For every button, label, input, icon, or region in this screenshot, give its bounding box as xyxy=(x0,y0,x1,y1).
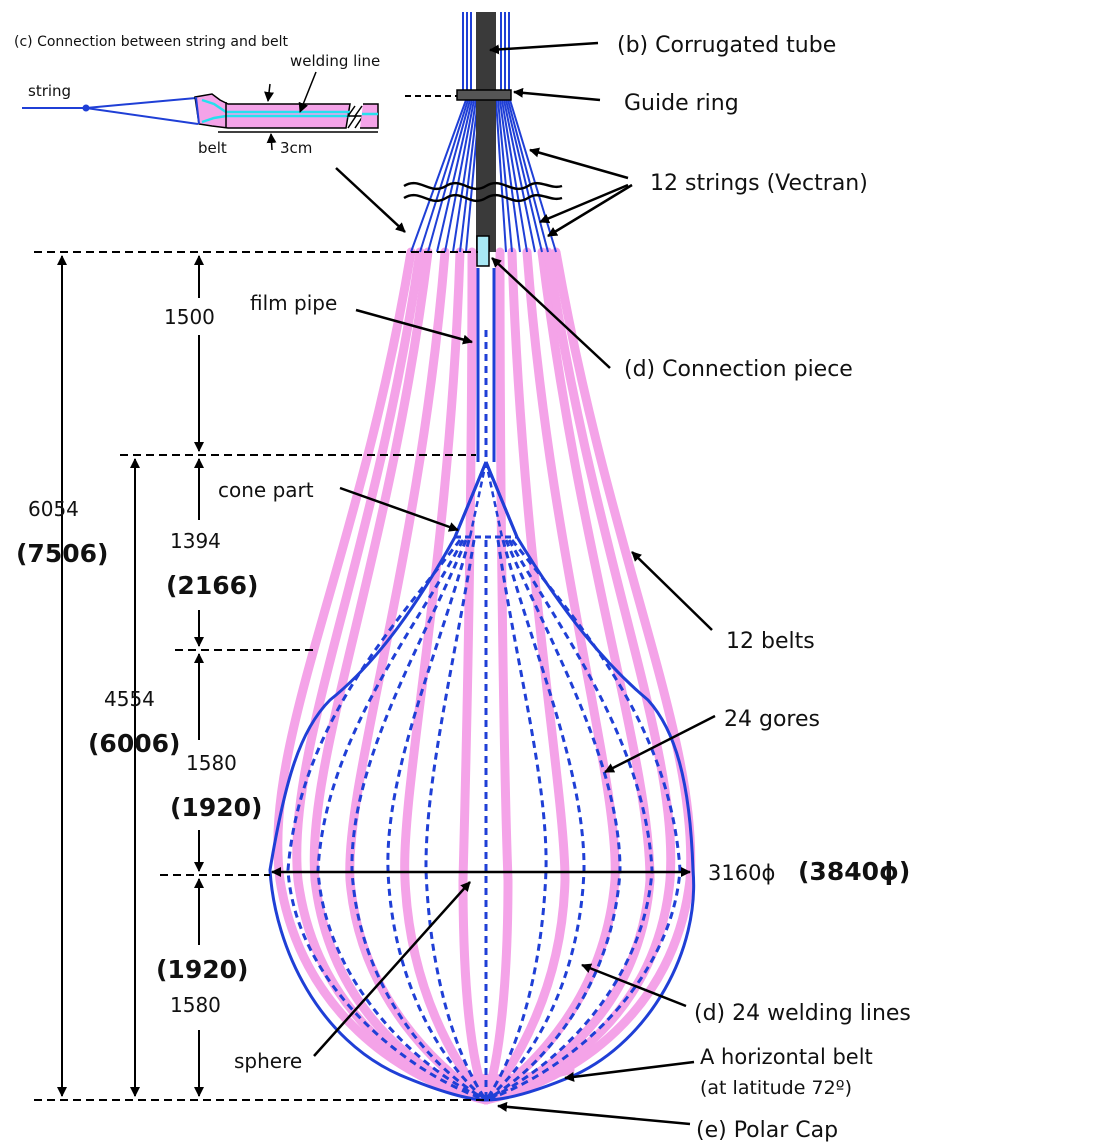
horizontal-belt xyxy=(410,1063,575,1084)
gores-label: 24 gores xyxy=(724,707,820,732)
belt xyxy=(400,247,491,1105)
film-pipe-label: film pipe xyxy=(250,291,337,315)
dim-cone-big: (2166) xyxy=(166,571,258,600)
dim-upper: 1580 xyxy=(186,751,237,775)
inset-title: (c) Connection between string and belt xyxy=(14,34,289,50)
dim-total: 6054 xyxy=(28,497,79,521)
dimension-lines xyxy=(34,251,691,1101)
belt xyxy=(458,247,491,1105)
diameter-label: 3160ϕ xyxy=(708,861,775,885)
guide-ring-label: Guide ring xyxy=(624,91,739,116)
diameter-big-label: (3840ϕ) xyxy=(798,857,910,886)
callout-arrows xyxy=(313,41,716,1126)
belt xyxy=(481,247,620,1105)
dim-lower-big: (1920) xyxy=(156,955,248,984)
belt xyxy=(273,247,491,1105)
inset-welding-line-label: welding line xyxy=(290,52,380,70)
horizontal-belt-latitude-label: (at latitude 72º) xyxy=(700,1077,852,1099)
inset-width-label: 3cm xyxy=(280,139,312,157)
welding-line xyxy=(484,539,548,1101)
belt xyxy=(481,247,676,1105)
connection-piece-label: (d) Connection piece xyxy=(624,357,853,382)
belt xyxy=(481,247,570,1105)
belt xyxy=(309,247,491,1105)
horizontal-belt-label: A horizontal belt xyxy=(700,1045,873,1069)
sphere-label: sphere xyxy=(234,1049,302,1073)
dim-lower: 1580 xyxy=(170,993,221,1017)
strings-label: 12 strings (Vectran) xyxy=(650,171,868,196)
cone-part-label: cone part xyxy=(218,478,314,502)
belts-label: 12 belts xyxy=(726,629,815,654)
dim-upper-big: (1920) xyxy=(170,793,262,822)
corrugated-tube-label: (b) Corrugated tube xyxy=(617,33,836,58)
corrugated-tube xyxy=(476,12,496,252)
welding-line xyxy=(424,539,488,1101)
polar-cap-label: (e) Polar Cap xyxy=(696,1118,838,1143)
dim-pipe: 1500 xyxy=(164,305,215,329)
welding-lines-label: (d) 24 welding lines xyxy=(694,1001,911,1026)
dim-cone: 1394 xyxy=(170,529,221,553)
welding-line xyxy=(485,539,682,1102)
film-pipe xyxy=(453,268,519,538)
dim-total-big: (7506) xyxy=(16,539,108,568)
dim-body-big: (6006) xyxy=(88,729,180,758)
inset-belt-label: belt xyxy=(198,139,227,157)
inset-string-label: string xyxy=(28,82,71,100)
belt xyxy=(481,247,513,1105)
inset-connection xyxy=(22,71,379,151)
guide-ring xyxy=(456,89,512,101)
dim-body: 4554 xyxy=(104,687,155,711)
connection-piece xyxy=(476,235,490,267)
belt xyxy=(292,247,491,1105)
strings xyxy=(410,12,557,253)
break-marks xyxy=(403,181,563,203)
